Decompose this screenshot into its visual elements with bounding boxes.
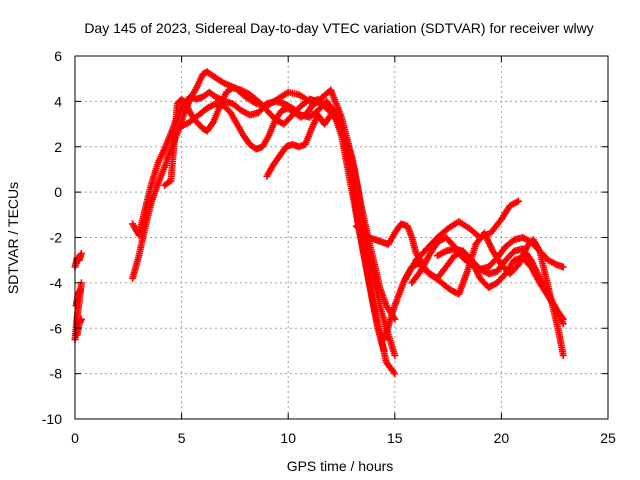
y-tick-label: 6 [54, 48, 62, 64]
y-tick-label: -10 [42, 411, 62, 427]
y-axis-label: SDTVAR / TECUs [5, 182, 21, 294]
y-tick-label: -6 [50, 320, 63, 336]
data-point [514, 197, 522, 205]
series-arc-2 [129, 88, 388, 355]
data-point [559, 315, 567, 323]
series-arc-10 [412, 229, 567, 359]
y-tick-label: 0 [54, 184, 62, 200]
series-arc-start-3 [73, 315, 85, 339]
x-tick-label: 20 [494, 430, 510, 446]
series-arc-start-2 [72, 286, 84, 310]
x-tick-label: 25 [600, 430, 616, 446]
data-markers [71, 68, 567, 378]
x-tick-label: 15 [387, 430, 403, 446]
series-arc-9 [408, 234, 567, 328]
data-point [77, 249, 85, 257]
data-point [391, 351, 399, 359]
data-point [391, 370, 399, 378]
series-arc-4 [169, 97, 343, 153]
chart-title: Day 145 of 2023, Sidereal Day-to-day VTE… [84, 20, 593, 36]
series-arc-6 [352, 220, 424, 264]
y-tick-label: 2 [54, 139, 62, 155]
series-arc-11 [433, 245, 567, 323]
axis-ticks: 0 5 10 15 20 25 -10 -8 -6 -4 -2 0 2 4 6 [42, 48, 616, 446]
y-tick-label: 4 [54, 93, 62, 109]
series-arc-5 [263, 111, 399, 323]
x-tick-label: 5 [178, 430, 186, 446]
y-tick-label: -8 [50, 366, 63, 382]
y-tick-label: -2 [50, 230, 63, 246]
y-tick-label: -4 [50, 275, 63, 291]
x-tick-label: 10 [280, 430, 296, 446]
data-point [559, 263, 567, 271]
data-point [77, 315, 85, 323]
x-axis-label: GPS time / hours [287, 458, 394, 474]
data-point [76, 286, 84, 294]
x-tick-label: 0 [71, 430, 79, 446]
data-point [559, 351, 567, 359]
data-point [558, 314, 566, 322]
series-arc-start-0 [71, 249, 85, 271]
